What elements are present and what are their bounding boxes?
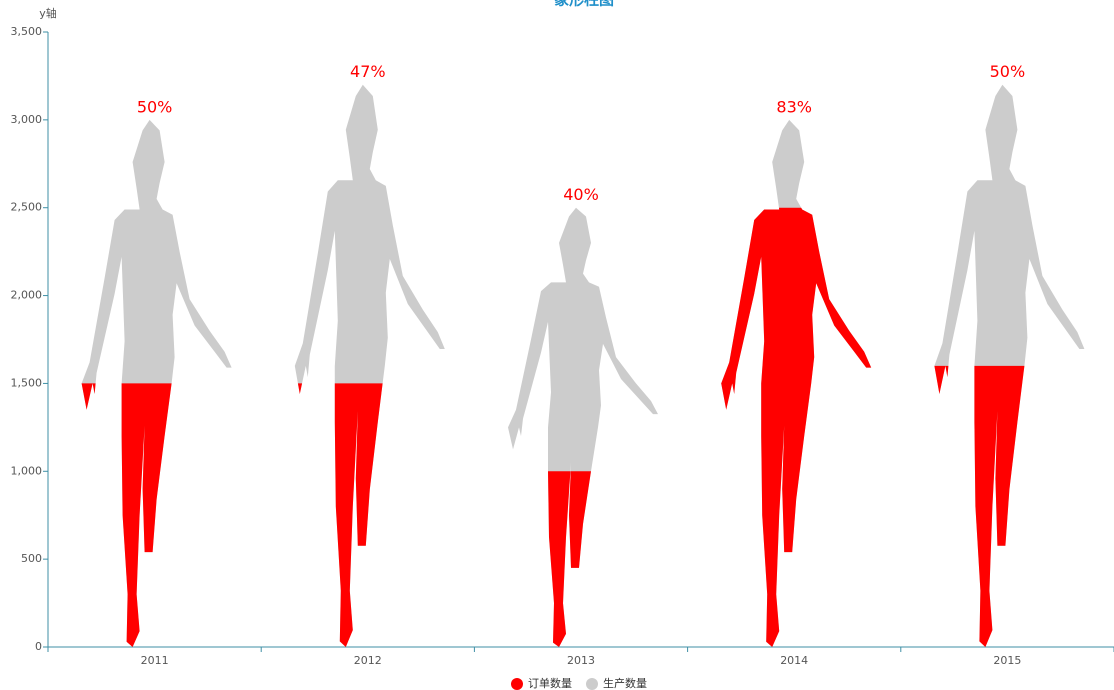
figure-part xyxy=(934,365,1025,647)
x-tick-label: 2015 xyxy=(993,654,1021,667)
figure-part xyxy=(297,383,383,647)
y-tick-label: 2,000 xyxy=(11,289,43,302)
legend-label: 生产数量 xyxy=(603,676,647,690)
x-tick-label: 2011 xyxy=(141,654,169,667)
percent-label: 50% xyxy=(990,62,1026,81)
y-tick-label: 1,000 xyxy=(11,464,43,477)
x-tick-label: 2012 xyxy=(354,654,382,667)
x-tick-label: 2013 xyxy=(567,654,595,667)
y-tick-label: 1,500 xyxy=(11,376,43,389)
figure-part xyxy=(81,383,172,647)
x-tick-label: 2014 xyxy=(780,654,808,667)
chart-title: 象形柱图 xyxy=(554,0,614,9)
percent-label: 50% xyxy=(137,97,173,116)
percent-label: 40% xyxy=(563,185,599,204)
figure-part xyxy=(548,471,592,647)
figure-full xyxy=(294,84,445,647)
y-tick-label: 3,000 xyxy=(11,113,43,126)
y-axis-label: y轴 xyxy=(39,6,57,20)
figure-full xyxy=(508,207,658,647)
y-tick-label: 0 xyxy=(35,640,42,653)
y-tick-label: 500 xyxy=(21,552,42,565)
percent-label: 47% xyxy=(350,62,386,81)
legend-marker xyxy=(586,678,598,690)
figure-part xyxy=(721,207,872,647)
legend-label: 订单数量 xyxy=(528,677,572,690)
y-tick-label: 2,500 xyxy=(11,201,43,214)
percent-label: 83% xyxy=(776,97,812,116)
y-tick-label: 3,500 xyxy=(11,25,43,38)
legend-marker xyxy=(511,678,523,690)
